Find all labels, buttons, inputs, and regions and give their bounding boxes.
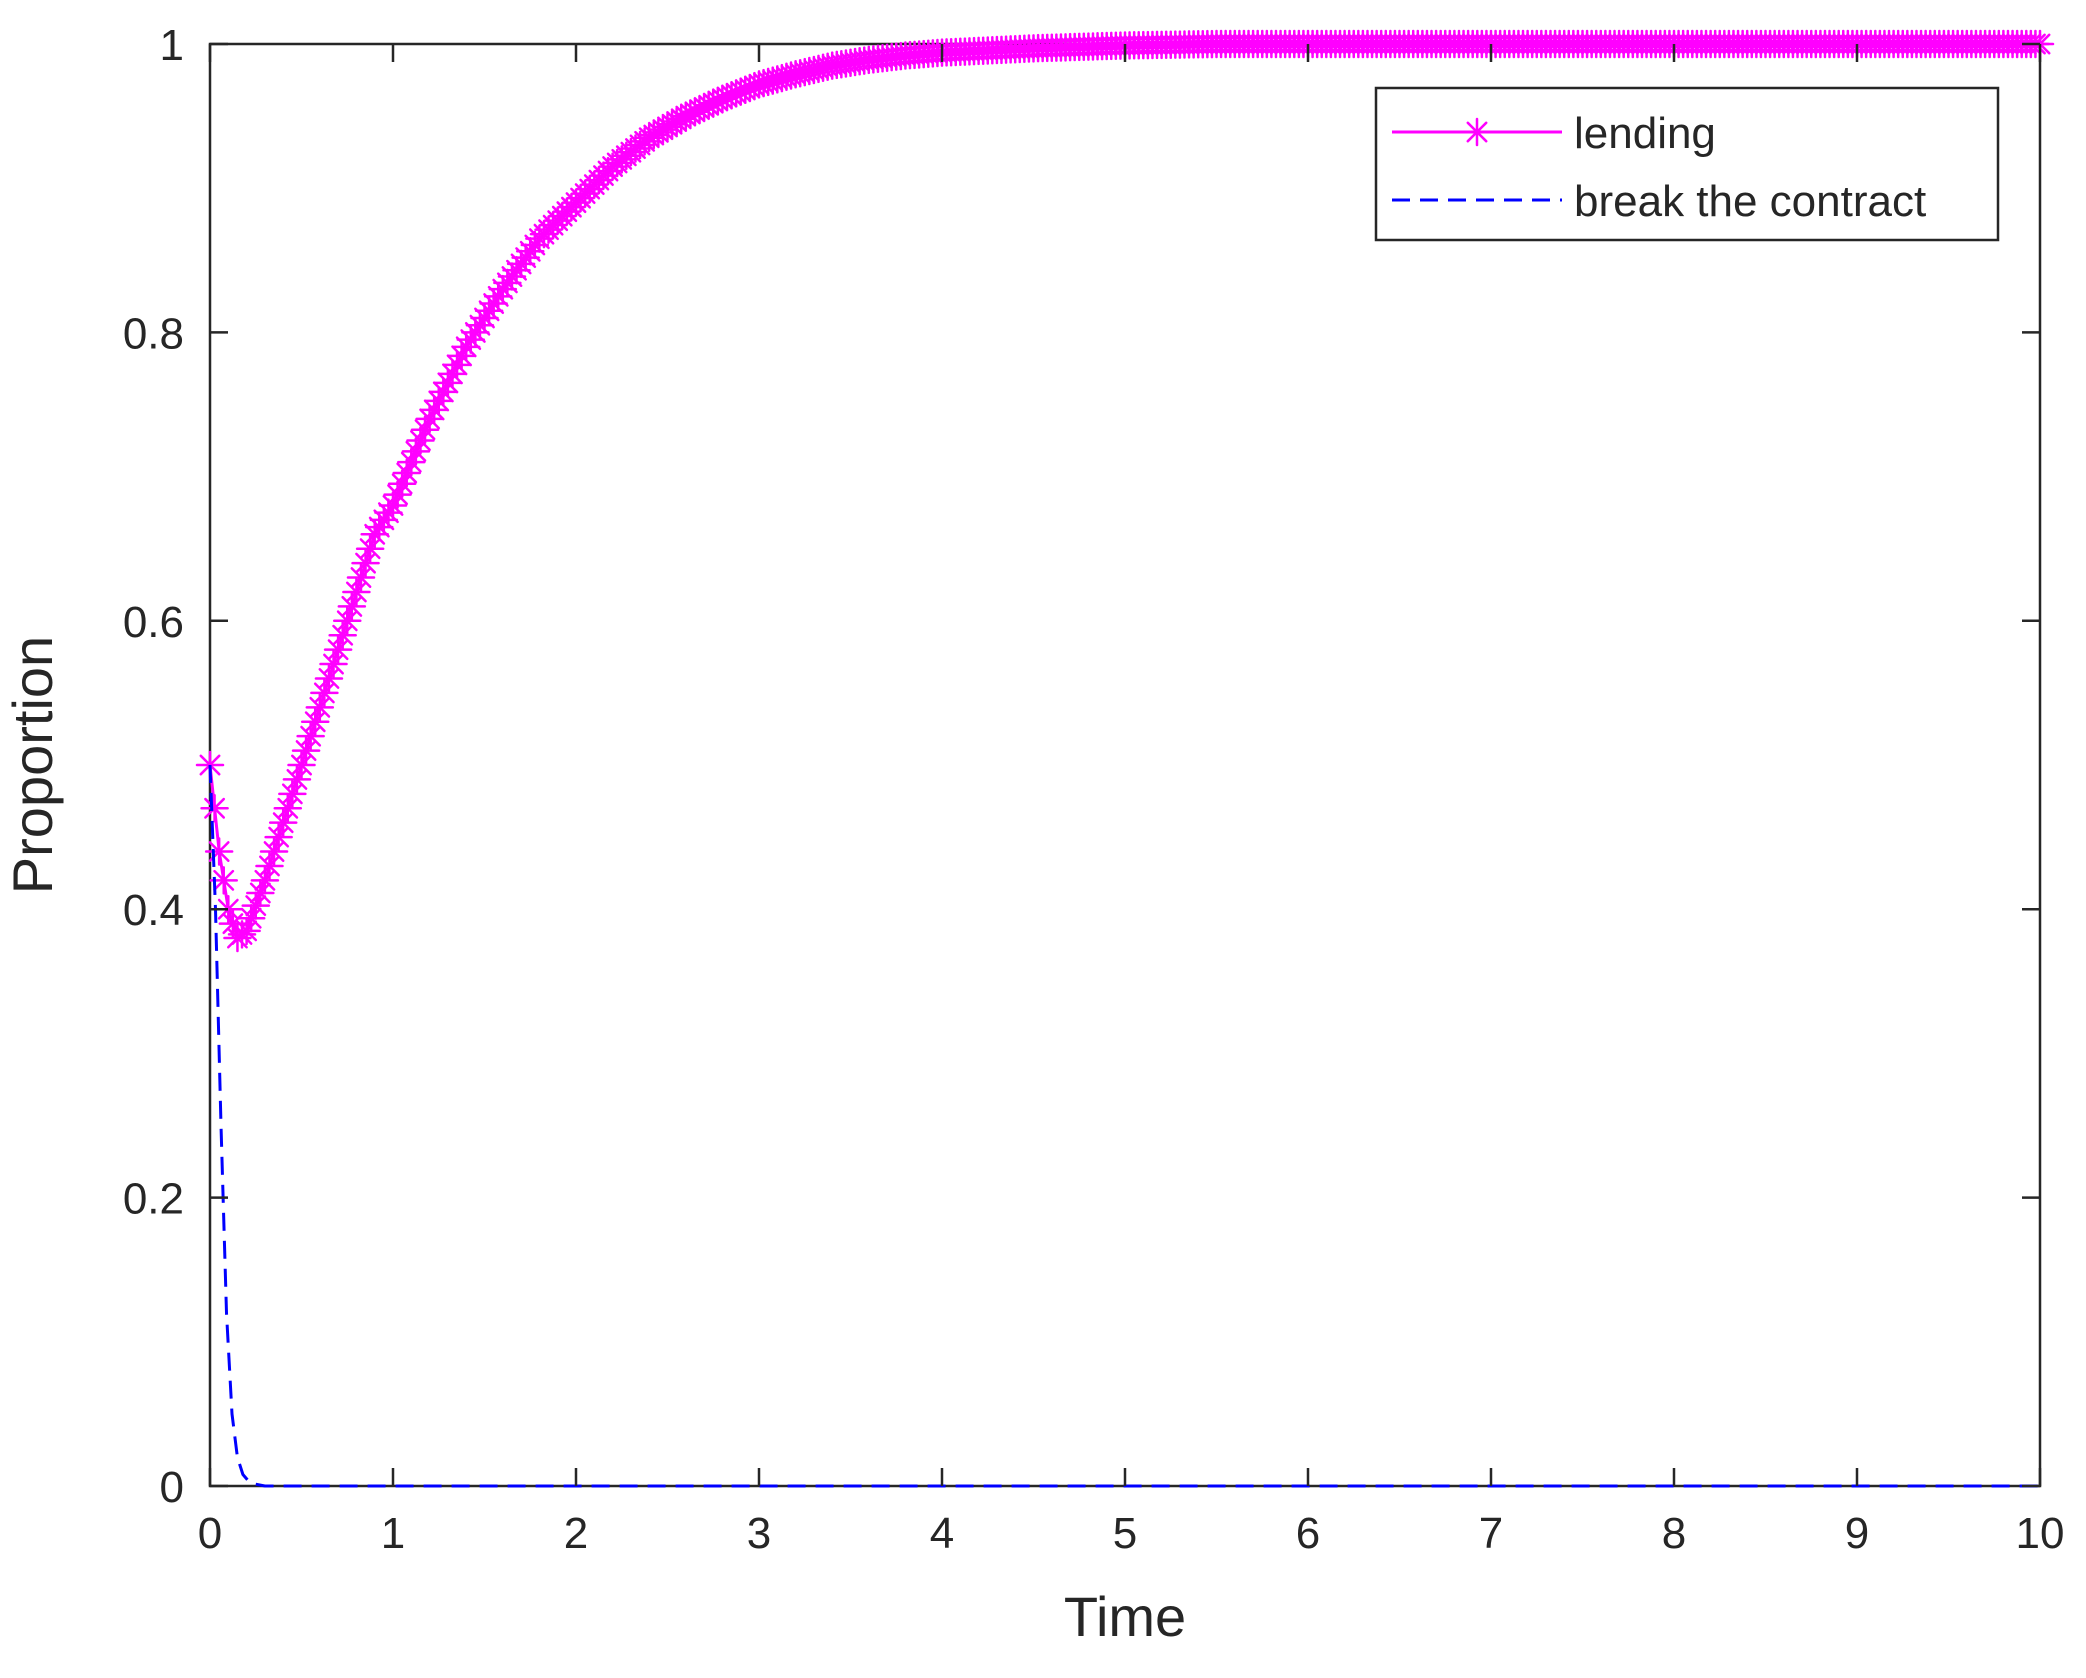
series-marker	[337, 592, 367, 621]
x-tick-label: 4	[930, 1509, 954, 1558]
y-tick-label: 0	[160, 1463, 184, 1512]
series-layer	[195, 29, 2055, 1488]
legend-label: break the contract	[1574, 177, 1926, 226]
y-axis-label: Proportion	[1, 636, 64, 894]
y-tick-label: 1	[160, 21, 184, 70]
x-tick-label: 0	[198, 1509, 222, 1558]
legend-entry: lending	[1392, 109, 1716, 158]
series-marker	[259, 837, 289, 866]
series-marker	[346, 563, 376, 592]
series-marker	[406, 426, 435, 455]
series-marker	[392, 458, 421, 488]
x-tick-label: 2	[564, 1509, 588, 1558]
y-tick-label: 0.4	[123, 886, 184, 935]
series-marker	[333, 606, 362, 636]
series-marker	[648, 115, 678, 144]
y-tick-label: 0.6	[123, 598, 184, 647]
series-marker	[401, 437, 431, 466]
series-marker	[397, 447, 426, 477]
series-marker	[291, 736, 321, 765]
series-marker	[232, 916, 261, 946]
x-tick-label: 9	[1845, 1509, 1869, 1558]
series-marker	[204, 837, 234, 866]
series-marker	[296, 721, 325, 751]
series-lending	[195, 29, 2055, 953]
x-tick-label: 5	[1113, 1509, 1137, 1558]
series-marker	[241, 891, 270, 920]
series-break-the-contract	[208, 764, 2040, 1488]
series-marker	[387, 469, 417, 499]
legend: lending break the contract	[1374, 86, 2000, 242]
x-axis-label: Time	[1064, 1585, 1186, 1648]
series-marker	[246, 878, 275, 908]
series-marker	[273, 794, 303, 823]
series-marker	[319, 649, 348, 679]
x-tick-label: 3	[747, 1509, 771, 1558]
series-marker	[410, 415, 440, 444]
x-tick-label: 8	[1662, 1509, 1686, 1558]
legend-marker	[1462, 117, 1492, 147]
y-tick-label: 0.8	[123, 309, 184, 358]
x-tick-label: 7	[1479, 1509, 1503, 1558]
y-tick-label: 0.2	[123, 1175, 184, 1224]
series-marker	[328, 620, 357, 650]
series-marker	[378, 491, 408, 520]
x-tick-label: 1	[381, 1509, 405, 1558]
legend-label: lending	[1574, 109, 1716, 158]
legend-entries: lending break the contract	[1392, 109, 1926, 226]
x-tick-label: 10	[2016, 1509, 2065, 1558]
ticks-layer: 0 1 2 3 4 5 6 7 8 9 10 0 0.2 0.4 0.6 0.8 1	[123, 21, 2065, 1558]
series-line	[208, 764, 2040, 1488]
series-marker	[383, 480, 412, 509]
plot-area	[208, 42, 2042, 1488]
legend-box	[1374, 86, 2000, 242]
legend-entry: break the contract	[1392, 177, 1926, 226]
series-marker	[200, 794, 229, 823]
series-marker	[314, 664, 344, 693]
x-tick-label: 6	[1296, 1509, 1320, 1558]
